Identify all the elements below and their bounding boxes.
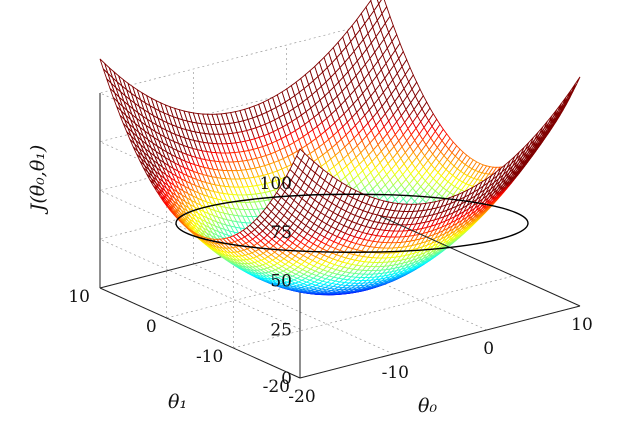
z-tick-label: 50 <box>270 272 292 292</box>
grid-line <box>233 275 514 349</box>
grid-line <box>286 239 487 331</box>
y-tick-label: -20 <box>263 377 290 397</box>
x-tick-label: -10 <box>382 363 409 383</box>
y-tick-label: 10 <box>68 287 90 307</box>
mesh-cell <box>472 180 484 194</box>
x-tick-label: 10 <box>571 315 593 335</box>
x-axis-label: θ₀ <box>418 395 437 417</box>
x-tick-label: -20 <box>288 387 315 407</box>
z-tick-label: 100 <box>260 174 292 194</box>
grid-line <box>193 263 394 355</box>
y-tick-label: -10 <box>196 347 223 367</box>
z-tick-label: 25 <box>270 320 292 340</box>
watermark: CSDN @Seasons in the show @稀土掘金技术社区 <box>472 409 637 423</box>
z-axis-label: J(θ₀,θ₁) <box>27 145 49 216</box>
contour-ellipse <box>175 193 529 253</box>
z-tick-label: 0 <box>281 369 292 389</box>
y-axis-label: θ₁ <box>168 391 187 413</box>
axis-line <box>99 287 301 379</box>
x-tick-label: 0 <box>483 339 494 359</box>
surface-mesh <box>99 0 581 296</box>
axis-line <box>379 215 581 307</box>
axes-box-front <box>299 215 581 379</box>
y-tick-label: 0 <box>146 317 157 337</box>
z-tick-label: 75 <box>270 223 292 243</box>
axis-line <box>299 305 581 379</box>
axis-labels: 0 25 50 75 100 -20 -10 0 10 -20 -10 0 10 <box>68 174 592 407</box>
